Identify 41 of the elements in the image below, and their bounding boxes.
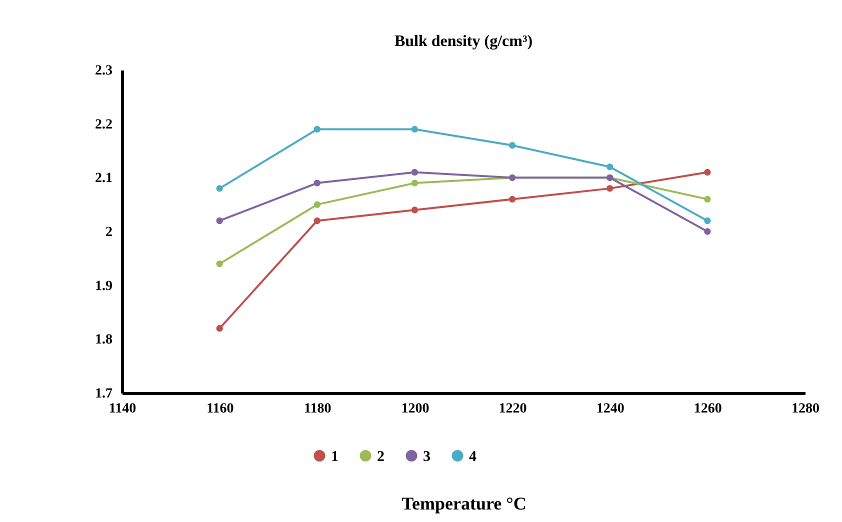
point [411,168,418,176]
point [704,196,711,203]
point [216,185,223,192]
point [606,164,614,170]
chart-title: Bulk density (g/cm³) [394,33,533,50]
legend-label: 4 [469,448,477,465]
legend-label: 2 [377,448,384,465]
point [314,180,320,186]
point [216,260,223,268]
point [314,201,320,208]
point [508,196,516,203]
point [314,217,320,224]
point [411,206,418,214]
point [411,180,418,186]
legend-label: 3 [423,448,430,465]
x-axis-title: Temperature °C [402,494,526,514]
y-tick-label: 2 [106,225,112,240]
x-tick-label: 1220 [498,402,527,416]
x-tick-label: 1160 [206,402,234,416]
legend-label: 1 [331,448,338,465]
point [704,228,711,235]
point [704,217,711,224]
point [411,126,418,133]
point [314,126,320,133]
y-tick-label: 2.3 [95,64,112,78]
x-tick-label: 1260 [694,402,722,416]
x-tick-label: 1180 [304,402,332,416]
x-tick-label: 1140 [108,402,136,416]
point [704,168,711,176]
point [508,142,516,149]
y-tick-label: 2.2 [95,117,112,132]
x-tick-label: 1240 [596,402,624,416]
x-tick-label: 1200 [401,402,430,416]
point [216,217,223,224]
y-tick-label: 2.1 [95,171,112,186]
y-tick-label: 1.9 [95,278,112,294]
point [606,185,614,192]
y-tick-label: 1.7 [95,386,112,402]
point [216,325,223,332]
x-tick-label: 1280 [792,402,820,416]
y-tick-label: 1.8 [95,332,112,348]
